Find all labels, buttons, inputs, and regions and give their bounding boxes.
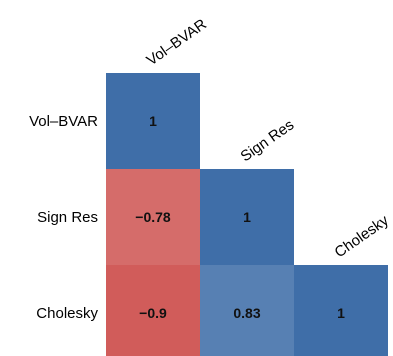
cell-value-label-1-0: −0.78 (135, 209, 171, 225)
column-label-2: Cholesky (332, 212, 393, 262)
cell-value-label-2-0: −0.9 (139, 305, 167, 321)
column-label-0: Vol–BVAR (144, 16, 210, 70)
heatmap-cell-0-0 (106, 73, 200, 169)
cell-value-label-2-2: 1 (337, 305, 345, 321)
heatmap-cell-1-1 (200, 169, 294, 265)
cell-value-label-1-1: 1 (243, 209, 251, 225)
row-label-2: Cholesky (36, 305, 98, 322)
column-label-1: Sign Res (238, 116, 298, 165)
row-label-0: Vol–BVAR (29, 113, 98, 130)
row-labels: Vol–BVAR Sign Res Cholesky (29, 113, 98, 322)
heatmap-cell-2-1 (200, 265, 294, 356)
row-label-1: Sign Res (37, 209, 98, 226)
heatmap-cell-2-2 (294, 265, 388, 356)
heatmap-cell-1-0 (106, 169, 200, 265)
cell-value-label-2-1: 0.83 (233, 305, 260, 321)
heatmap-cells: 1 −0.78 1 −0.9 0.83 1 (106, 73, 388, 356)
heatmap-cell-2-0 (106, 265, 200, 356)
cell-value-label-0-0: 1 (149, 113, 157, 129)
